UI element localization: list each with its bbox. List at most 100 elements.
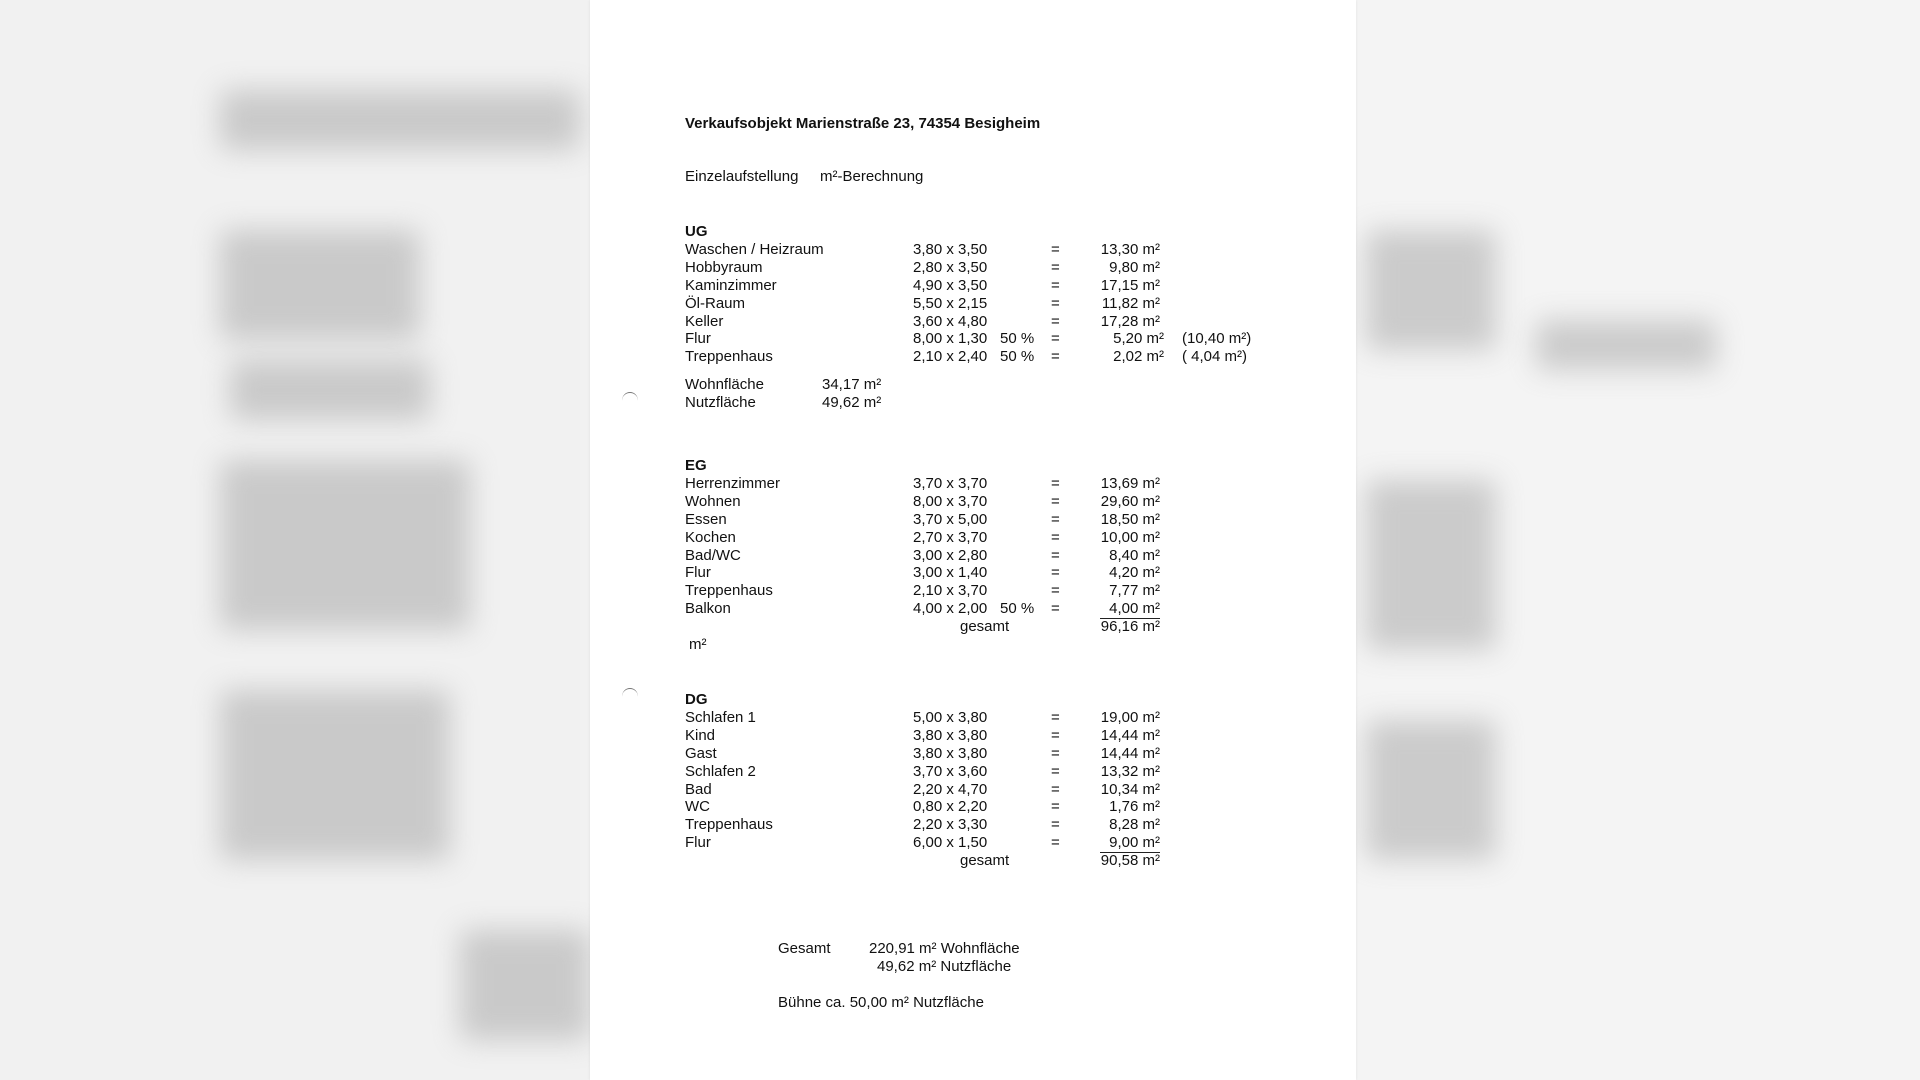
room-name: Treppenhaus xyxy=(685,348,773,366)
summary-value: 49,62 m² xyxy=(822,394,882,412)
room-area: 5,20 m² xyxy=(1113,330,1164,348)
grand-total-living-area: 220,91 m² Wohnfläche xyxy=(869,940,1020,957)
room-area: 14,44 m² xyxy=(1100,744,1160,762)
room-dimensions: 2,20 x 3,30 xyxy=(913,816,988,834)
room-dimensions: 3,70 x 3,70 xyxy=(913,474,988,492)
equals-sign: = xyxy=(1051,600,1060,618)
room-area: 8,28 m² xyxy=(1109,816,1160,834)
room-dimensions: 8,00 x 3,70 xyxy=(913,492,988,510)
equals-sign: = xyxy=(1051,834,1060,852)
room-area: 18,50 m² xyxy=(1100,510,1160,528)
room-dimensions: 3,00 x 2,80 xyxy=(913,546,988,564)
document-page xyxy=(590,0,1356,1080)
room-name: Gast xyxy=(685,744,717,762)
equals-sign: = xyxy=(1051,546,1060,564)
equals-sign: = xyxy=(1051,762,1060,780)
room-percentage: 50 % xyxy=(1000,600,1035,618)
equals-sign: = xyxy=(1051,348,1060,366)
room-area: 11,82 m² xyxy=(1101,294,1160,312)
room-dimensions: 3,60 x 4,80 xyxy=(913,312,988,330)
room-dimensions: 3,80 x 3,80 xyxy=(913,726,988,744)
room-percentage: 50 % xyxy=(1000,348,1035,366)
room-name: Kochen xyxy=(685,528,736,546)
room-area-full: (10,40 m²) xyxy=(1182,330,1252,348)
subtitle-left: Einzelaufstellung xyxy=(685,168,799,185)
room-dimensions: 4,90 x 3,50 xyxy=(913,276,988,294)
room-dimensions: 2,20 x 4,70 xyxy=(913,780,988,798)
room-area: 8,40 m² xyxy=(1109,546,1160,564)
room-area: 19,00 m² xyxy=(1100,708,1160,726)
summary-value: 34,17 m² xyxy=(822,376,882,394)
room-name: Waschen / Heizraum xyxy=(685,240,824,258)
room-name: Treppenhaus xyxy=(685,582,773,600)
room-area: 4,20 m² xyxy=(1109,564,1160,582)
equals-sign: = xyxy=(1051,492,1060,510)
equals-sign: = xyxy=(1051,474,1060,492)
attic-note: Bühne ca. 50,00 m² Nutzfläche xyxy=(778,994,984,1011)
equals-sign: = xyxy=(1051,564,1060,582)
room-area: 17,28 m² xyxy=(1100,312,1160,330)
room-dimensions: 3,00 x 1,40 xyxy=(913,564,988,582)
section-heading: DG xyxy=(685,691,708,708)
room-name: Flur xyxy=(685,564,711,582)
room-name: Öl-Raum xyxy=(685,294,746,312)
room-dimensions: 3,70 x 3,60 xyxy=(913,762,988,780)
room-name: Kaminzimmer xyxy=(685,276,777,294)
punch-hole-mark xyxy=(622,392,638,409)
equals-sign: = xyxy=(1051,312,1060,330)
section-total: 96,16 m² xyxy=(1100,618,1160,636)
equals-sign: = xyxy=(1051,708,1060,726)
summary-label: Nutzfläche xyxy=(685,394,756,412)
equals-sign: = xyxy=(1051,330,1060,348)
section-heading: EG xyxy=(685,457,707,474)
summary-label: Wohnfläche xyxy=(685,376,764,394)
punch-hole-mark xyxy=(622,688,638,705)
room-name: Schlafen 2 xyxy=(685,762,756,780)
equals-sign: = xyxy=(1051,726,1060,744)
room-name: Schlafen 1 xyxy=(685,708,756,726)
room-name: Bad xyxy=(685,780,712,798)
document-title: Verkaufsobjekt Marienstraße 23, 74354 Be… xyxy=(685,115,1041,132)
room-dimensions: 2,10 x 3,70 xyxy=(913,582,988,600)
room-area-full: ( 4,04 m²) xyxy=(1182,348,1248,366)
equals-sign: = xyxy=(1051,744,1060,762)
room-name: Flur xyxy=(685,330,711,348)
blurred-background-right xyxy=(1356,0,1920,1080)
room-dimensions: 5,00 x 3,80 xyxy=(913,708,988,726)
room-name: Flur xyxy=(685,834,711,852)
room-area: 10,34 m² xyxy=(1100,780,1160,798)
subtitle-right: m²-Berechnung xyxy=(820,168,924,185)
stray-unit-text: m² xyxy=(689,636,707,653)
room-area: 10,00 m² xyxy=(1100,528,1160,546)
grand-total-label: Gesamt xyxy=(778,940,831,957)
room-name: Hobbyraum xyxy=(685,258,763,276)
room-name: Treppenhaus xyxy=(685,816,773,834)
room-area: 9,80 m² xyxy=(1109,258,1160,276)
room-area: 4,00 m² xyxy=(1100,600,1160,620)
room-dimensions: 3,80 x 3,50 xyxy=(913,240,988,258)
room-area: 9,00 m² xyxy=(1100,834,1160,854)
section-total-label: gesamt xyxy=(960,618,1010,636)
equals-sign: = xyxy=(1051,258,1060,276)
room-name: Wohnen xyxy=(685,492,741,510)
room-dimensions: 5,50 x 2,15 xyxy=(913,294,988,312)
blurred-background-left xyxy=(0,0,590,1080)
room-dimensions: 3,80 x 3,80 xyxy=(913,744,988,762)
section-heading: UG xyxy=(685,223,708,240)
room-dimensions: 2,70 x 3,70 xyxy=(913,528,988,546)
room-area: 7,77 m² xyxy=(1109,582,1160,600)
equals-sign: = xyxy=(1051,780,1060,798)
room-dimensions: 2,10 x 2,40 xyxy=(913,348,988,366)
room-area: 13,69 m² xyxy=(1100,474,1160,492)
equals-sign: = xyxy=(1051,276,1060,294)
room-area: 1,76 m² xyxy=(1109,798,1160,816)
room-name: Essen xyxy=(685,510,727,528)
room-name: Kind xyxy=(685,726,716,744)
room-dimensions: 0,80 x 2,20 xyxy=(913,798,988,816)
equals-sign: = xyxy=(1051,798,1060,816)
room-dimensions: 4,00 x 2,00 xyxy=(913,600,988,618)
room-area: 13,30 m² xyxy=(1100,240,1160,258)
room-name: Balkon xyxy=(685,600,731,618)
equals-sign: = xyxy=(1051,582,1060,600)
room-area: 13,32 m² xyxy=(1100,762,1160,780)
